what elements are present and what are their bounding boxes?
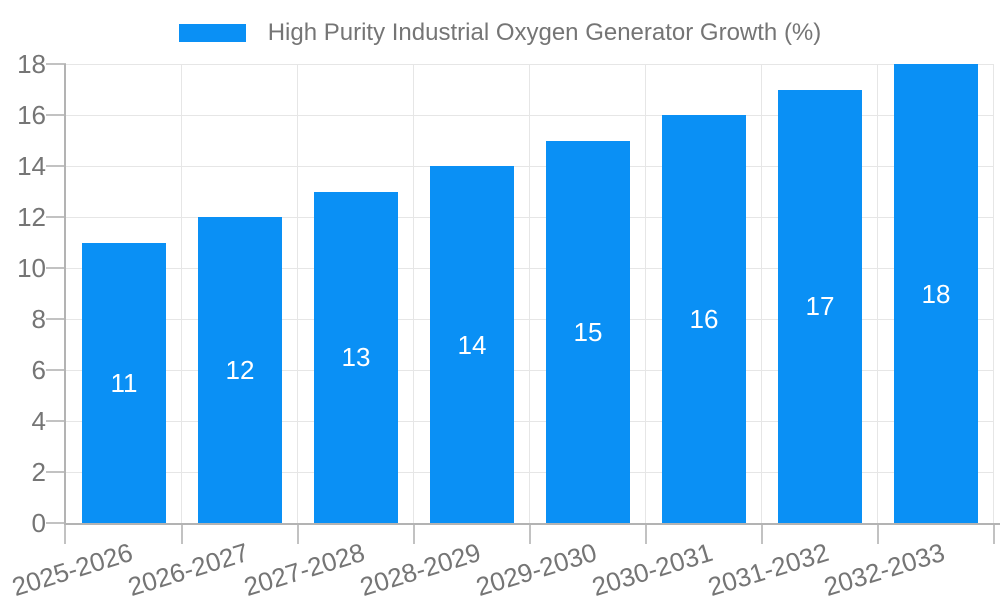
bar-value-label: 17	[805, 291, 835, 322]
x-tick-label: 2025-2026	[8, 537, 136, 600]
legend-swatch	[178, 24, 246, 42]
x-tick-label: 2026-2027	[124, 537, 252, 600]
x-axis-tick	[877, 523, 879, 544]
bar[interactable]	[894, 64, 978, 523]
x-axis-tick	[529, 523, 531, 544]
legend-item[interactable]: High Purity Industrial Oxygen Generator …	[178, 19, 822, 46]
y-tick-label: 2	[31, 457, 46, 487]
bar[interactable]	[778, 89, 862, 523]
vertical-gridline	[761, 64, 762, 523]
bar-value-label: 14	[457, 329, 487, 360]
y-tick-label: 18	[17, 49, 46, 79]
bar-value-label: 13	[341, 342, 371, 373]
bar[interactable]	[314, 191, 398, 523]
horizontal-gridline	[66, 319, 994, 320]
y-tick-label: 6	[31, 355, 46, 385]
horizontal-gridline	[66, 421, 994, 422]
x-axis-tick	[761, 523, 763, 544]
y-tick-label: 10	[17, 253, 46, 283]
y-axis-tick	[46, 420, 66, 422]
x-axis-tick	[297, 523, 299, 544]
x-axis-tick	[645, 523, 647, 544]
bar[interactable]	[198, 217, 282, 523]
x-axis-tick	[181, 523, 183, 544]
horizontal-gridline	[66, 370, 994, 371]
vertical-gridline	[529, 64, 530, 523]
bar-value-label: 16	[689, 304, 719, 334]
x-tick-label: 2029-2030	[472, 537, 600, 600]
y-axis-tick	[46, 216, 66, 218]
bar[interactable]	[546, 140, 630, 523]
y-axis-tick	[46, 267, 66, 269]
y-tick-label: 14	[17, 151, 46, 181]
horizontal-gridline	[66, 268, 994, 269]
bar[interactable]	[662, 115, 746, 523]
y-tick-label: 8	[31, 304, 46, 334]
y-axis-tick	[46, 369, 66, 371]
vertical-gridline	[993, 64, 994, 523]
bar-value-label: 12	[225, 355, 255, 385]
y-tick-label: 12	[17, 202, 46, 232]
bar-value-label: 18	[921, 278, 951, 309]
x-axis-tick	[413, 523, 415, 544]
x-axis-labels: 2025-2026 2026-2027 2027-2028 2028-2029 2029…	[0, 523, 1000, 600]
vertical-gridline	[413, 64, 414, 523]
legend-label: High Purity Industrial Oxygen Generator …	[267, 19, 822, 46]
y-axis-tick	[46, 165, 66, 167]
x-tick-label: 2028-2029	[356, 537, 484, 600]
horizontal-gridline	[66, 217, 994, 218]
x-tick-label: 2031-2032	[704, 537, 832, 600]
x-tick-label: 2030-2031	[588, 537, 716, 600]
bar[interactable]	[82, 242, 166, 523]
y-axis-tick	[46, 318, 66, 320]
y-axis-tick	[46, 471, 66, 473]
x-axis-line	[64, 523, 1000, 525]
horizontal-gridline	[66, 64, 994, 65]
horizontal-gridline	[66, 166, 994, 167]
horizontal-gridline	[66, 472, 994, 473]
y-tick-label: 4	[31, 406, 46, 436]
horizontal-gridline	[66, 115, 994, 116]
x-axis-tick	[993, 523, 995, 544]
y-tick-label: 0	[31, 508, 46, 538]
vertical-gridline	[877, 64, 878, 523]
x-axis-tick	[64, 523, 66, 544]
vertical-gridline	[645, 64, 646, 523]
x-tick-label: 2027-2028	[240, 537, 368, 600]
y-axis-tick	[46, 114, 66, 116]
vertical-gridline	[181, 64, 182, 523]
y-tick-label: 16	[17, 100, 46, 130]
y-axis-line	[64, 64, 66, 523]
legend: High Purity Industrial Oxygen Generator …	[0, 20, 1000, 46]
y-axis-tick	[46, 522, 66, 524]
y-axis-tick	[46, 63, 66, 65]
plot-area: 11 12 13 14 15 16 17 18	[46, 63, 1000, 544]
x-tick-label: 2032-2033	[820, 537, 948, 600]
vertical-gridline	[297, 64, 298, 523]
bar-value-label: 11	[110, 367, 138, 398]
bar-value-label: 15	[573, 316, 603, 347]
bar[interactable]	[430, 166, 514, 523]
